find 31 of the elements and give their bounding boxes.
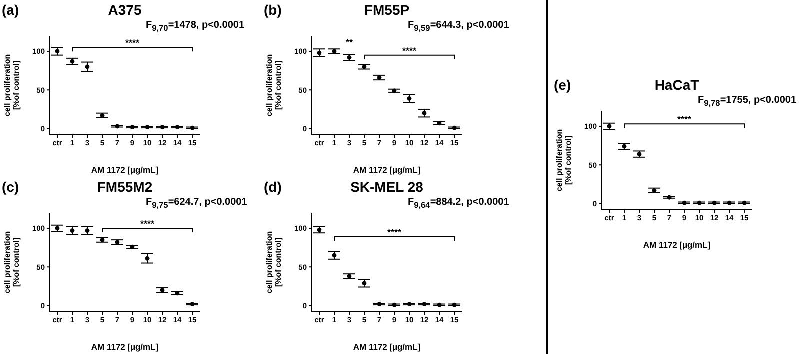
- x-axis-title: AM 1172 [µg/mL]: [353, 165, 421, 175]
- chart-subtitle: F$_{9,70}$=1478, p<0.0001: [146, 20, 245, 33]
- y-axis-title: cell proliferation [%of control]: [265, 231, 283, 294]
- x-axis-title: AM 1172 [µg/mL]: [91, 342, 159, 352]
- chart-subtitle: F$_{9,78}$=1755, p<0.0001: [698, 95, 797, 108]
- chart-title: HaCaT: [654, 77, 700, 93]
- text: (d): [264, 179, 282, 195]
- y-axis-title: cell proliferation [%of control]: [3, 231, 21, 294]
- text: (e): [554, 77, 572, 93]
- annotation: ****: [677, 114, 692, 125]
- annotation: ****: [140, 218, 155, 229]
- text: (a): [2, 2, 20, 18]
- chart-title: SK-MEL 28: [350, 179, 424, 195]
- annotation: ****: [387, 227, 402, 238]
- annotation: **: [346, 37, 354, 48]
- chart-title: FM55P: [363, 2, 411, 18]
- text: (b): [264, 2, 282, 18]
- chart-subtitle: F$_{9,59}$=644.3, p<0.0001: [408, 20, 510, 33]
- y-axis-title: cell proliferation [%of control]: [555, 129, 573, 192]
- chart-title: FM55M2: [96, 179, 154, 195]
- x-axis-title: AM 1172 [µg/mL]: [643, 240, 711, 250]
- annotation: ****: [402, 46, 417, 56]
- annotation: ****: [125, 38, 140, 48]
- text: (c): [2, 179, 20, 195]
- chart-title: A375: [107, 2, 143, 18]
- chart-subtitle: F$_{9,75}$=624.7, p<0.0001: [146, 197, 248, 210]
- y-axis-title: cell proliferation [%of control]: [265, 54, 283, 117]
- x-axis-title: AM 1172 [µg/mL]: [91, 165, 159, 175]
- x-axis-title: AM 1172 [µg/mL]: [353, 342, 421, 352]
- y-axis-title: cell proliferation [%of control]: [3, 54, 21, 117]
- chart-subtitle: F$_{9,64}$=884.2, p<0.0001: [408, 197, 510, 210]
